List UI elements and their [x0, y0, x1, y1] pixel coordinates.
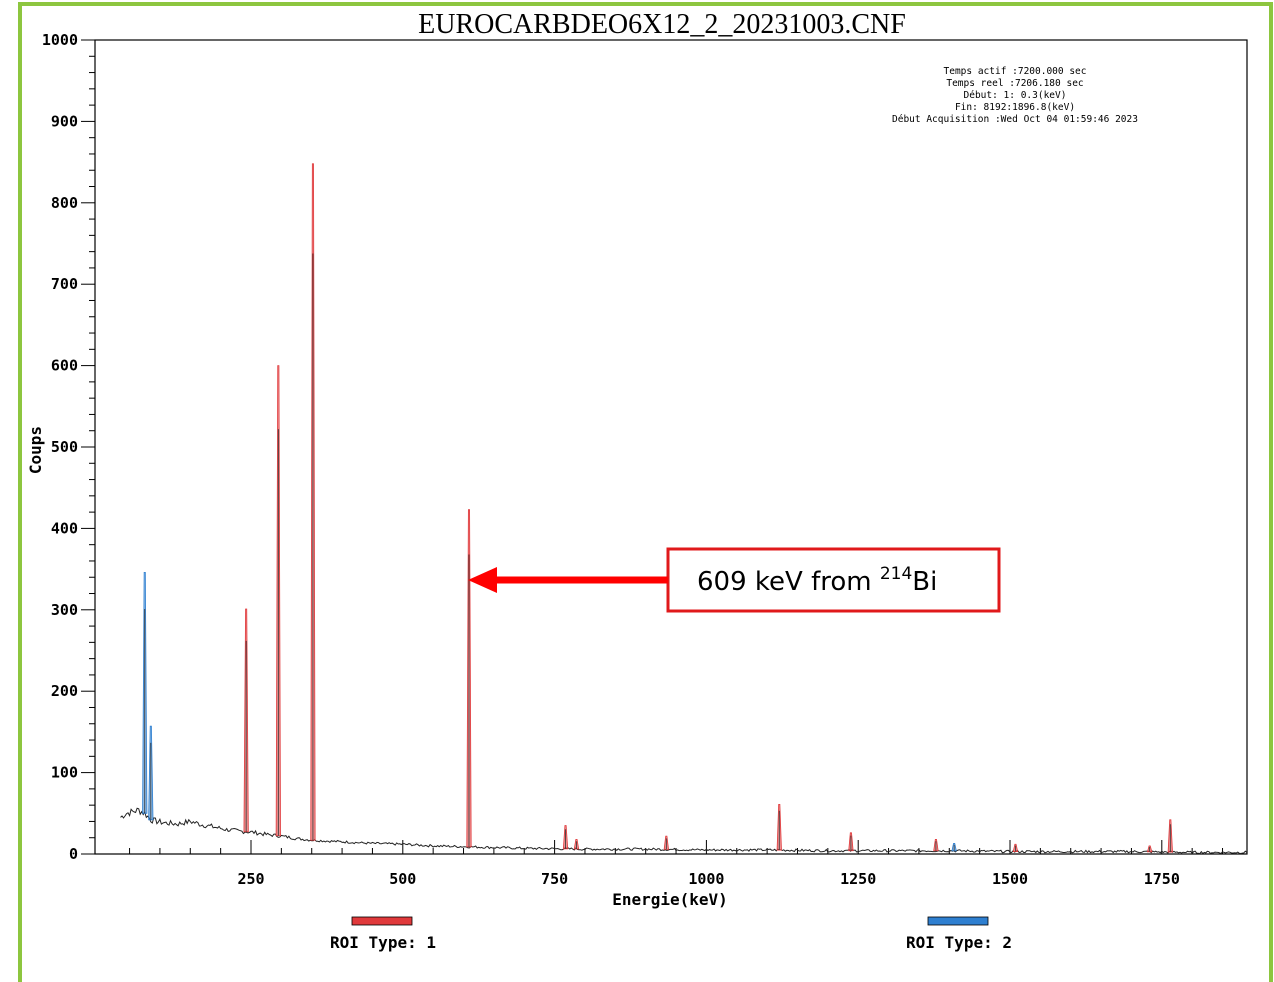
series-2 [142, 571, 957, 852]
legend: ROI Type: 1 ROI Type: 2 [330, 916, 1012, 952]
callout-main: 609 keV from [697, 567, 880, 597]
spectrum-background-line [120, 807, 1248, 855]
chart-title: EUROCARBDEO6X12_2_20231003.CNF [418, 9, 906, 40]
x-axis: 250 500 750 1000 1250 1500 1750 [129, 840, 1224, 888]
legend-label: ROI Type: 2 [906, 933, 1012, 952]
x-tick-label: 750 [541, 870, 568, 888]
y-tick-label: 0 [69, 845, 78, 863]
x-tick-label: 1750 [1144, 870, 1180, 888]
legend-swatch [927, 916, 989, 926]
y-tick-label: 900 [51, 112, 78, 130]
legend-label: ROI Type: 1 [330, 933, 436, 952]
callout-superscript: 214 [880, 564, 912, 584]
info-line: Début: 1: 0.3(keV) [964, 90, 1067, 101]
info-line: Temps actif :7200.000 sec [944, 66, 1087, 77]
callout-text: 609 keV from 214Bi [697, 564, 937, 597]
plot-area [94, 39, 1248, 855]
series-layer [120, 163, 1248, 855]
green-frame [18, 2, 1273, 982]
y-axis: 0 100 200 300 400 500 600 700 800 900 1000 [42, 31, 95, 863]
x-tick-label: 1000 [688, 870, 724, 888]
info-line: Fin: 8192:1896.8(keV) [955, 102, 1075, 113]
y-axis-label: Coups [26, 426, 45, 474]
y-tick-label: 200 [51, 682, 78, 700]
callout-element: Bi [912, 567, 937, 597]
info-line: Temps reel :7206.180 sec [946, 78, 1083, 89]
y-tick-label: 300 [51, 601, 78, 619]
y-tick-label: 800 [51, 194, 78, 212]
info-line: Début Acquisition :Wed Oct 04 01:59:46 2… [892, 114, 1138, 125]
x-axis-label: Energie(keV) [612, 890, 728, 909]
x-tick-label: 1250 [840, 870, 876, 888]
y-tick-label: 100 [51, 764, 78, 782]
x-tick-label: 500 [389, 870, 416, 888]
x-tick-label: 250 [237, 870, 264, 888]
x-tick-label: 1500 [992, 870, 1028, 888]
y-tick-label: 500 [51, 438, 78, 456]
y-tick-label: 600 [51, 357, 78, 375]
legend-swatch [351, 916, 413, 926]
callout-annotation: 609 keV from 214Bi [468, 547, 1001, 613]
y-tick-label: 700 [51, 275, 78, 293]
series-1 [243, 163, 1173, 853]
y-tick-label: 400 [51, 519, 78, 537]
callout-arrow-head [468, 567, 497, 593]
y-tick-label: 1000 [42, 31, 78, 49]
